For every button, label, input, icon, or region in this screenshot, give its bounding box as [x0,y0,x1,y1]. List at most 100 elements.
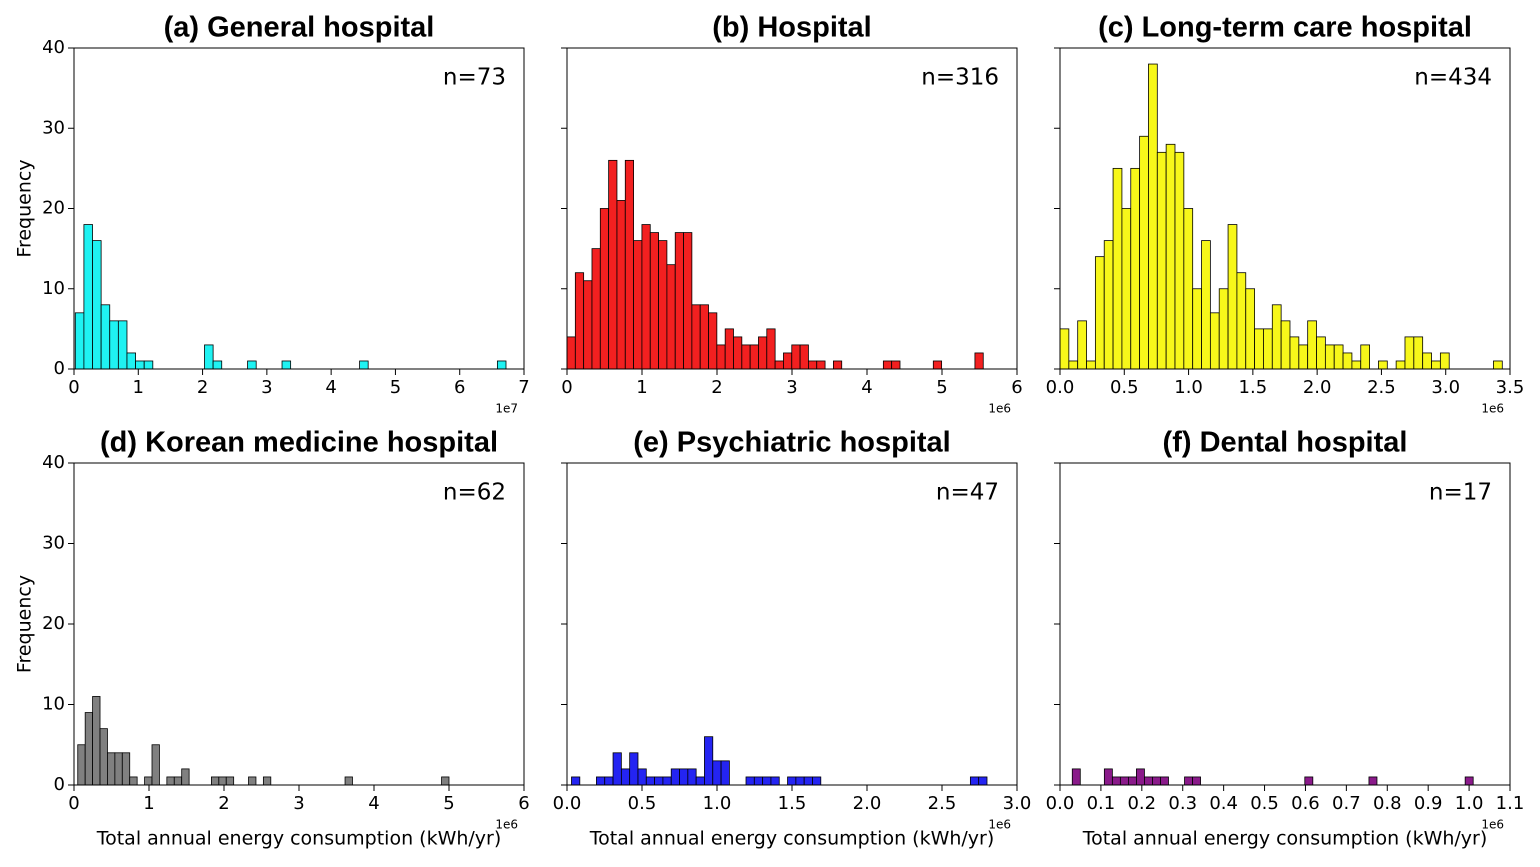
x-offset-label: 1e6 [988,402,1011,416]
bar [637,768,647,786]
bar [791,344,801,370]
x-tick-label: 2 [711,377,722,398]
x-tick-label: 0.0 [553,793,582,814]
y-tick-label: 30 [42,117,65,138]
bar [1378,360,1388,370]
bar [1119,776,1129,786]
x-tick-label: 0.1 [1087,793,1116,814]
bar [762,776,772,786]
bar [574,272,585,370]
bar [629,752,639,786]
bar [571,776,581,786]
bar [695,776,705,786]
bar [83,224,93,370]
bar [1128,776,1137,786]
x-tick-label: 0.3 [1168,793,1197,814]
y-axis-label: Frequency [14,159,36,257]
x-tick-label: 6 [1011,377,1022,398]
x-tick-label: 2.5 [928,793,957,814]
x-tick-label: 4 [325,377,336,398]
x-tick-label: 3.0 [1003,793,1032,814]
bar [978,776,988,786]
x-axis-label: Total annual energy consumption (kWh/yr) [96,828,502,850]
bar [135,360,145,370]
bar [99,728,108,786]
bar [1307,320,1317,370]
bar [1209,312,1220,370]
y-tick-label: 10 [42,694,65,715]
x-tick-label: 0 [68,793,79,814]
bar [1111,776,1121,786]
x-tick-label: 1.5 [1239,377,1268,398]
x-offset-label: 1e6 [495,818,518,832]
bar [1360,344,1370,370]
x-tick-label: 2.0 [1303,377,1332,398]
bar [666,264,676,370]
bar [745,776,755,786]
bar [126,352,136,370]
bar [974,352,984,370]
bar [1439,352,1450,370]
x-tick-label: 1.0 [703,793,732,814]
x-tick-label: 3 [261,377,272,398]
x-offset-label: 1e6 [1481,402,1504,416]
x-tick-label: 0.5 [628,793,657,814]
x-tick-label: 1.0 [1455,793,1484,814]
x-tick-label: 3.0 [1431,377,1460,398]
bar [1201,240,1211,370]
y-tick-label: 40 [42,452,65,473]
sample-size: n=316 [921,65,999,91]
bar [1289,336,1300,370]
bar [1130,167,1141,370]
bar [1094,256,1105,370]
bar [1160,776,1169,786]
bar [173,776,183,786]
bar [1148,63,1158,370]
bar [218,776,227,786]
bar [882,360,893,370]
bar [741,344,751,370]
bar [645,776,655,786]
x-offset-label: 1e6 [988,818,1011,832]
x-tick-label: 3 [293,793,304,814]
bar [1280,320,1291,370]
x-axis-label: Total annual energy consumption (kWh/yr) [589,828,995,850]
bar [129,776,138,786]
bar [1174,151,1185,370]
bar [799,344,809,370]
bar [1086,360,1096,370]
bar [181,768,190,786]
bar [248,776,257,786]
panel-title: (f) Dental hospital [1163,427,1408,459]
x-tick-label: 0 [561,377,572,398]
y-tick-label: 20 [42,198,65,219]
bar [787,776,797,786]
bar [599,208,610,370]
bar [833,360,843,370]
x-tick-label: 1.1 [1496,793,1525,814]
bar [1342,352,1353,370]
y-tick-label: 0 [54,774,65,795]
bar [583,280,593,370]
bar [359,360,369,370]
bar [1368,776,1378,786]
sample-size: n=17 [1429,480,1492,506]
bar [210,776,220,786]
bar [1271,304,1282,370]
bar [683,232,693,370]
bar [704,736,714,786]
bar [616,200,626,370]
bar [812,776,822,786]
bar [143,360,154,370]
bar [1245,288,1256,370]
x-tick-label: 0.7 [1332,793,1361,814]
x-tick-label: 5 [443,793,454,814]
bar [100,304,111,370]
bar [1152,776,1161,786]
bar [1298,344,1309,370]
bar [1236,272,1247,370]
bar [1404,336,1415,370]
bar [1112,167,1123,370]
bar [658,240,668,370]
x-tick-label: 2 [218,793,229,814]
